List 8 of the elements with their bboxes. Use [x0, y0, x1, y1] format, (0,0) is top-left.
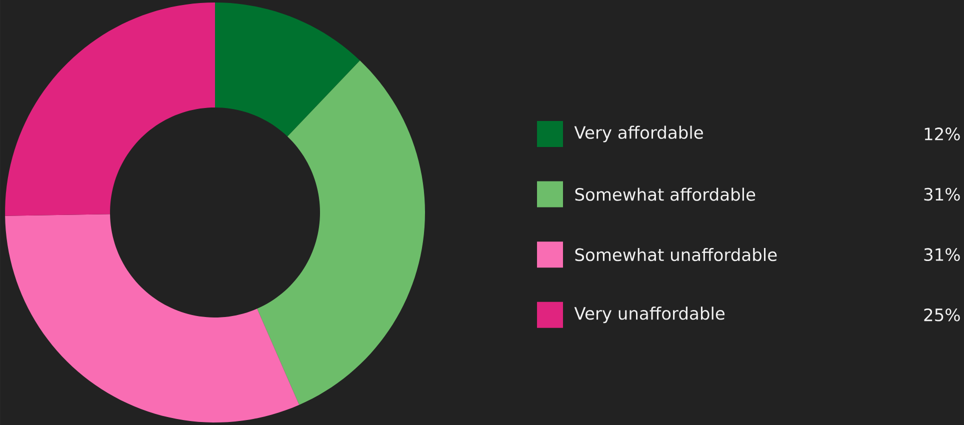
legend-label: Somewhat unaffordable	[575, 248, 777, 262]
data-label: 31%	[924, 248, 960, 262]
data-label: 25%	[924, 308, 960, 322]
legend-label: Very affordable	[574, 126, 703, 142]
legend-label: Somewhat affordable	[575, 188, 756, 201]
legend-label: Very unaffordable	[574, 306, 724, 324]
data-label: 31%	[924, 188, 960, 201]
data-label: 12%	[924, 128, 960, 140]
